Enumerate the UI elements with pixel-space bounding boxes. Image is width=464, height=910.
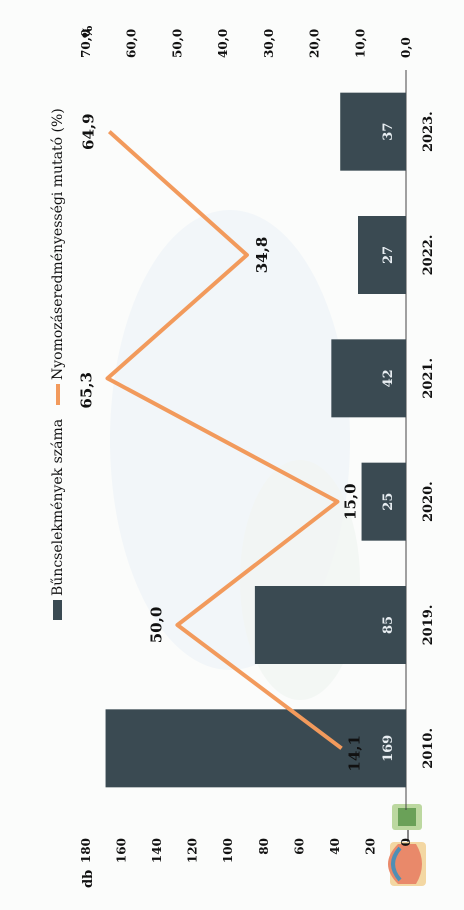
- bar-value-label: 85: [381, 616, 396, 634]
- category-label: 2010.: [421, 728, 436, 769]
- bar-value-labels: 169 85 25 42 27 37: [381, 123, 396, 762]
- right-tick-label: 10,0: [353, 29, 367, 58]
- category-label: 2023.: [421, 111, 436, 152]
- category-label: 2019.: [421, 605, 436, 646]
- category-label: 2020.: [421, 481, 436, 522]
- line-value-label: 65,3: [77, 372, 95, 409]
- bar: [361, 462, 406, 541]
- left-tick-label: 160: [115, 838, 129, 863]
- line-value-label: 64,9: [79, 113, 97, 150]
- legend-label-line: Nyomozáseredményességi mutató (%): [50, 108, 66, 380]
- right-axis-unit: %: [81, 25, 96, 38]
- legend-item-bars: Bűncselekmények száma: [50, 419, 66, 620]
- right-axis-ticks: 0,0 10,0 20,0 30,0 40,0 50,0 60,0 70,0: [79, 29, 413, 58]
- right-tick-label: 0,0: [399, 37, 413, 58]
- category-label: 2022.: [421, 235, 436, 276]
- line-value-labels: 14,1 50,0 15,0 65,3 34,8 64,9: [77, 113, 363, 771]
- legend-label-bars: Bűncselekmények száma: [50, 419, 66, 596]
- bar: [105, 709, 407, 788]
- left-tick-label: 40: [328, 838, 342, 855]
- right-tick-label: 70,0: [79, 29, 93, 58]
- left-tick-label: 180: [79, 838, 93, 863]
- left-tick-label: 100: [221, 838, 235, 863]
- line-series: [105, 130, 343, 750]
- line-value-label: 34,8: [253, 237, 271, 274]
- bar: [254, 586, 406, 664]
- category-label: 2021.: [421, 358, 436, 399]
- x-axis-category-labels: 2010. 2019. 2020. 2021. 2022. 2023.: [421, 111, 436, 768]
- legend-item-line: Nyomozáseredményességi mutató (%): [50, 108, 66, 405]
- bar-value-label: 25: [381, 493, 396, 511]
- right-tick-label: 20,0: [308, 29, 322, 58]
- line-value-label: 15,0: [341, 483, 359, 520]
- left-tick-label: 140: [150, 838, 164, 863]
- right-tick-label: 60,0: [125, 29, 139, 58]
- bar-value-label: 27: [381, 246, 396, 264]
- bar-value-label: 169: [381, 735, 396, 762]
- right-tick-label: 30,0: [262, 29, 276, 58]
- left-axis-ticks: 0 20 40 60 80 100 120 140 160 180: [79, 838, 413, 863]
- bar: [358, 216, 406, 294]
- legend: Bűncselekmények száma Nyomozáseredményes…: [50, 108, 66, 620]
- left-tick-label: 20: [363, 838, 377, 855]
- left-tick-label: 60: [292, 838, 306, 855]
- bar: [340, 92, 407, 171]
- line-value-label: 50,0: [147, 607, 165, 644]
- bar-value-label: 37: [381, 123, 396, 141]
- left-axis-unit: db: [81, 870, 96, 888]
- right-tick-label: 40,0: [216, 29, 230, 58]
- left-tick-label: 80: [257, 838, 271, 855]
- bar-series: [105, 92, 407, 788]
- bar-value-label: 42: [381, 369, 396, 387]
- left-tick-label: 0: [399, 838, 413, 846]
- left-tick-label: 120: [186, 838, 200, 863]
- right-tick-label: 50,0: [170, 29, 184, 58]
- legend-swatch-bars: [53, 600, 62, 620]
- line-value-label: 14,1: [346, 735, 364, 772]
- bar: [331, 339, 407, 418]
- emblem-logo: [388, 804, 426, 886]
